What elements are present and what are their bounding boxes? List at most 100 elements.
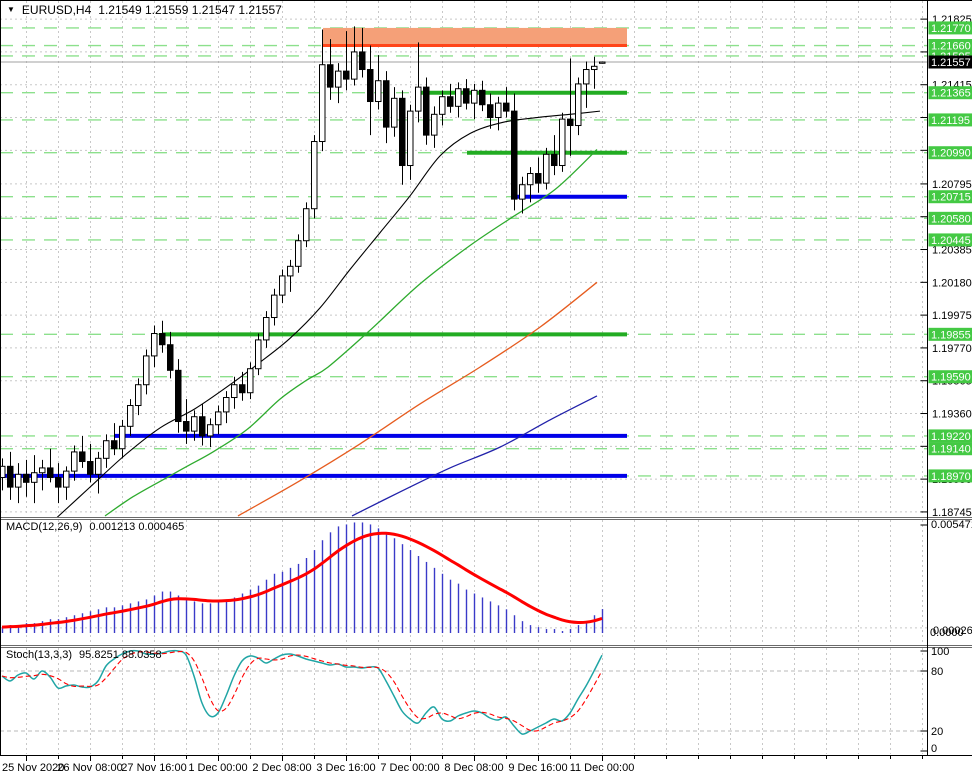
price-level-label: 1.20990 (931, 148, 971, 160)
candle-bull (279, 275, 286, 296)
symbol-dropdown-icon[interactable]: ▼ (7, 5, 15, 14)
candle-bull (247, 368, 254, 394)
candle-bull (119, 425, 126, 450)
time-axis-label: 11 Dec 00:00 (570, 762, 635, 774)
candle-bull (135, 384, 142, 407)
candle-bull (151, 333, 158, 357)
candle-bull (527, 173, 534, 186)
price-level-label-bg (928, 39, 972, 53)
candle-bear (399, 97, 406, 167)
symbol-period-label: EURUSD,H4 (21, 3, 92, 17)
price-axis[interactable]: 1.218251.216201.214151.212101.210051.207… (920, 14, 972, 519)
time-axis-label: 27 Nov 16:00 (121, 762, 186, 774)
stoch-axis-label: 20 (931, 726, 943, 738)
chart-title: ▼ EURUSD,H4 1.21549 1.21559 1.21547 1.21… (7, 3, 282, 17)
candle-bull (495, 102, 502, 119)
time-axis-label: 8 Dec 08:00 (444, 762, 503, 774)
price-axis-label: 1.19975 (932, 310, 972, 322)
candle-bear (487, 104, 494, 119)
candle-bull (15, 473, 22, 488)
candle-bear (55, 477, 62, 488)
time-axis-label: 3 Dec 16:00 (316, 762, 375, 774)
candle-bull (295, 240, 302, 267)
price-level-label: 1.19590 (931, 372, 971, 384)
candle-bull (263, 317, 270, 341)
stoch-axis-label: 100 (931, 646, 949, 658)
candle-bull (575, 83, 582, 127)
candlestick-series (0, 26, 606, 504)
candle-bull (63, 470, 70, 488)
candle-bull (287, 265, 294, 277)
price-axis-label: 1.20385 (932, 245, 972, 257)
price-level-label-bg (928, 113, 972, 127)
candle-bull (303, 208, 310, 242)
candle-bull (351, 51, 358, 80)
candle-bear (7, 465, 14, 488)
price-level-label-bg (928, 327, 972, 341)
current-price-label: 1.21557 (931, 57, 971, 69)
candle-bear (511, 110, 518, 200)
price-level-label: 1.20445 (931, 235, 971, 247)
candle-bull (591, 65, 598, 71)
price-level-label: 1.19220 (931, 431, 971, 443)
candle-bull (0, 465, 6, 479)
candle-bull (599, 61, 606, 64)
candle-bull (431, 113, 438, 136)
candle-bull (39, 467, 46, 474)
price-axis-label: 1.20180 (932, 277, 972, 289)
candle-bear (447, 96, 454, 107)
current-price-label-bg (928, 55, 972, 69)
stoch-label: Stoch(13,3,3) (6, 649, 73, 661)
price-level-label-bg (928, 429, 972, 443)
candle-bull (583, 69, 590, 85)
time-axis-label: 25 Nov 2020 (2, 762, 64, 774)
candle-bear (367, 69, 374, 103)
candle-bull (207, 424, 214, 437)
time-axis-label: 1 Dec 00:00 (188, 762, 247, 774)
candle-bear (23, 473, 30, 483)
macd-values: 0.001213 0.000465 (89, 521, 185, 533)
stoch-axis-label: 0 (931, 743, 937, 755)
candle-bear (327, 64, 334, 88)
resistance-zone-rect[interactable] (323, 27, 627, 46)
candle-bull (455, 88, 462, 107)
candle-bull (191, 416, 198, 432)
candle-bear (383, 80, 390, 128)
candle-bear (183, 421, 190, 432)
price-axis-label: 1.20795 (932, 179, 972, 191)
price-level-label-bg (928, 86, 972, 100)
candle-bull (391, 97, 398, 128)
candle-bull (223, 397, 230, 413)
macd-indicator-title: MACD(12,26,9) 0.001213 0.000465 (6, 521, 184, 533)
time-axis-label: 9 Dec 16:00 (508, 762, 567, 774)
price-level-label-bg (928, 146, 972, 160)
stoch-k-line (1, 649, 603, 735)
candle-bull (31, 472, 38, 483)
candle-bear (463, 88, 470, 104)
price-level-label: 1.18970 (931, 471, 971, 483)
price-level-label: 1.19855 (931, 329, 971, 341)
price-level-label: 1.21365 (931, 88, 971, 100)
price-level-label-bg (928, 21, 972, 35)
candle-bear (503, 102, 510, 112)
resistance-zone[interactable] (323, 27, 627, 48)
macd-axis-max: 0.005471 (931, 519, 972, 531)
price-level-label-bg (928, 442, 972, 456)
candle-bear (199, 416, 206, 437)
price-level-label: 1.20715 (931, 192, 971, 204)
candle-bull (319, 64, 326, 143)
candle-bull (439, 96, 446, 115)
candle-bear (343, 70, 350, 80)
candle-bear (47, 467, 54, 479)
candle-bull (407, 110, 414, 167)
price-level-label: 1.21770 (931, 23, 971, 35)
ohlc-readout: 1.21549 1.21559 1.21547 1.21557 (98, 3, 282, 17)
candle-bull (335, 70, 342, 88)
price-level-label: 1.21195 (931, 115, 970, 127)
price-level-label: 1.19140 (931, 444, 971, 456)
candle-bull (311, 141, 318, 210)
